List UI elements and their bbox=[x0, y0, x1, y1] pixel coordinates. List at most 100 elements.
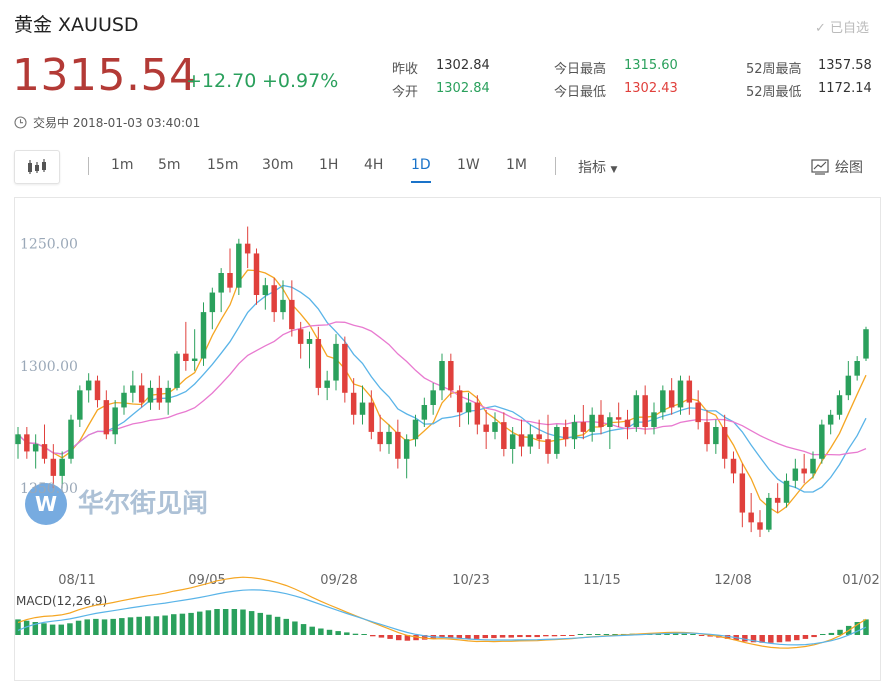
candle-body bbox=[209, 292, 216, 313]
macd-histogram-bar bbox=[603, 634, 610, 635]
macd-histogram-bar bbox=[499, 635, 506, 638]
draw-label: 绘图 bbox=[835, 160, 863, 176]
macd-histogram-bar bbox=[534, 635, 540, 638]
candle-body bbox=[350, 392, 357, 415]
price-chart[interactable]: W 华尔街见闻 1350.00 1300.00 1250.00 08/11 09/05… bbox=[14, 197, 881, 681]
candle-body bbox=[748, 512, 754, 523]
w52-low-value: 1172.14 bbox=[818, 81, 872, 96]
macd-histogram-bar bbox=[344, 632, 350, 635]
candle-body bbox=[244, 243, 251, 254]
x-tick-label: 09/28 bbox=[320, 573, 357, 588]
candle-body bbox=[819, 424, 825, 459]
period-15m[interactable]: 15m bbox=[207, 157, 239, 173]
macd-histogram-bar bbox=[41, 623, 47, 635]
macd-histogram-bar bbox=[750, 635, 757, 643]
candle-body bbox=[412, 419, 419, 440]
w52-high-label: 52周最高 bbox=[746, 62, 802, 77]
draw-chart-icon bbox=[811, 159, 829, 175]
macd-histogram-bar bbox=[560, 635, 566, 636]
candle-body bbox=[827, 414, 834, 425]
instrument-title: 黄金 XAUUSD bbox=[14, 14, 139, 36]
macd-histogram-bar bbox=[110, 618, 116, 635]
watermark-logo: W 华尔街见闻 bbox=[25, 483, 208, 525]
macd-histogram-bar bbox=[58, 624, 65, 635]
macd-histogram-bar bbox=[145, 616, 151, 635]
macd-histogram-bar bbox=[93, 618, 99, 635]
candle-body bbox=[368, 402, 375, 432]
price-change-percent: +0.97% bbox=[262, 70, 339, 92]
macd-histogram-bar bbox=[387, 635, 393, 639]
favorite-toggle[interactable]: ✓ 已自选 bbox=[814, 21, 869, 36]
macd-histogram-bar bbox=[309, 626, 315, 635]
macd-histogram-bar bbox=[292, 621, 298, 635]
trading-status: 交易中 2018-01-03 03:40:01 bbox=[14, 114, 200, 131]
w52-low-label: 52周最低 bbox=[746, 85, 802, 100]
candle-body bbox=[766, 497, 772, 530]
candle-body bbox=[315, 339, 322, 388]
candle-body bbox=[297, 329, 304, 344]
macd-histogram-bar bbox=[75, 620, 82, 635]
candle-body bbox=[191, 358, 198, 361]
macd-histogram-bar bbox=[811, 635, 817, 638]
macd-histogram-bar bbox=[274, 616, 281, 635]
macd-histogram-bar bbox=[23, 620, 30, 635]
indicator-dropdown[interactable]: 指标 ▼ bbox=[578, 157, 617, 177]
candle-body bbox=[121, 392, 127, 408]
candle-body bbox=[801, 468, 807, 474]
macd-histogram-bar bbox=[49, 624, 56, 635]
macd-histogram-bar bbox=[742, 635, 748, 642]
price-change: +12.70 bbox=[186, 70, 257, 92]
y-tick-label: 1350.00 bbox=[20, 481, 78, 497]
candle-body bbox=[50, 458, 57, 476]
candle-body bbox=[509, 434, 516, 449]
period-1d[interactable]: 1D bbox=[411, 157, 431, 183]
period-1mo[interactable]: 1M bbox=[506, 157, 527, 173]
macd-histogram-bar bbox=[214, 609, 220, 635]
current-price: 1315.54 bbox=[12, 50, 198, 101]
candle-body bbox=[94, 380, 101, 401]
chart-type-button[interactable] bbox=[14, 150, 60, 184]
candle-body bbox=[695, 402, 701, 423]
draw-button[interactable]: 绘图 bbox=[811, 157, 863, 177]
candle-body bbox=[24, 434, 30, 452]
macd-histogram-bar bbox=[525, 635, 532, 638]
candle-body bbox=[306, 339, 313, 344]
period-1w[interactable]: 1W bbox=[457, 157, 480, 173]
x-tick-label: 11/15 bbox=[583, 573, 620, 588]
macd-histogram-bar bbox=[517, 635, 523, 638]
macd-histogram-bar bbox=[768, 635, 774, 643]
day-high-label: 今日最高 bbox=[554, 62, 607, 77]
candle-body bbox=[483, 424, 489, 432]
candle-body bbox=[456, 390, 463, 413]
macd-histogram-bar bbox=[612, 634, 618, 635]
open-value: 1302.84 bbox=[436, 81, 490, 96]
candle-body bbox=[624, 419, 631, 427]
candle-body bbox=[253, 253, 260, 295]
candle-body bbox=[536, 434, 542, 440]
candle-body bbox=[271, 285, 277, 313]
open-label: 今开 bbox=[392, 85, 419, 100]
candle-body bbox=[660, 390, 666, 413]
macd-histogram-bar bbox=[119, 618, 125, 635]
y-tick-label: 1300.00 bbox=[20, 359, 78, 375]
period-1h[interactable]: 1H bbox=[319, 157, 339, 173]
macd-histogram-bar bbox=[819, 634, 826, 635]
macd-histogram-bar bbox=[248, 611, 255, 635]
candle-body bbox=[32, 444, 39, 452]
period-1m[interactable]: 1m bbox=[111, 157, 134, 173]
candle-body bbox=[545, 439, 551, 454]
candle-body bbox=[730, 458, 737, 474]
candle-body bbox=[571, 422, 578, 440]
macd-histogram-bar bbox=[690, 634, 696, 635]
candle-body bbox=[112, 407, 118, 435]
period-5m[interactable]: 5m bbox=[158, 157, 181, 173]
candle-body bbox=[421, 405, 428, 420]
macd-histogram-bar bbox=[421, 635, 428, 640]
macd-histogram-bar bbox=[67, 623, 73, 635]
macd-histogram-bar bbox=[15, 619, 21, 635]
candle-body bbox=[783, 480, 790, 503]
period-30m[interactable]: 30m bbox=[262, 157, 294, 173]
candle-body bbox=[721, 427, 728, 459]
period-4h[interactable]: 4H bbox=[364, 157, 384, 173]
candle-body bbox=[130, 385, 136, 393]
